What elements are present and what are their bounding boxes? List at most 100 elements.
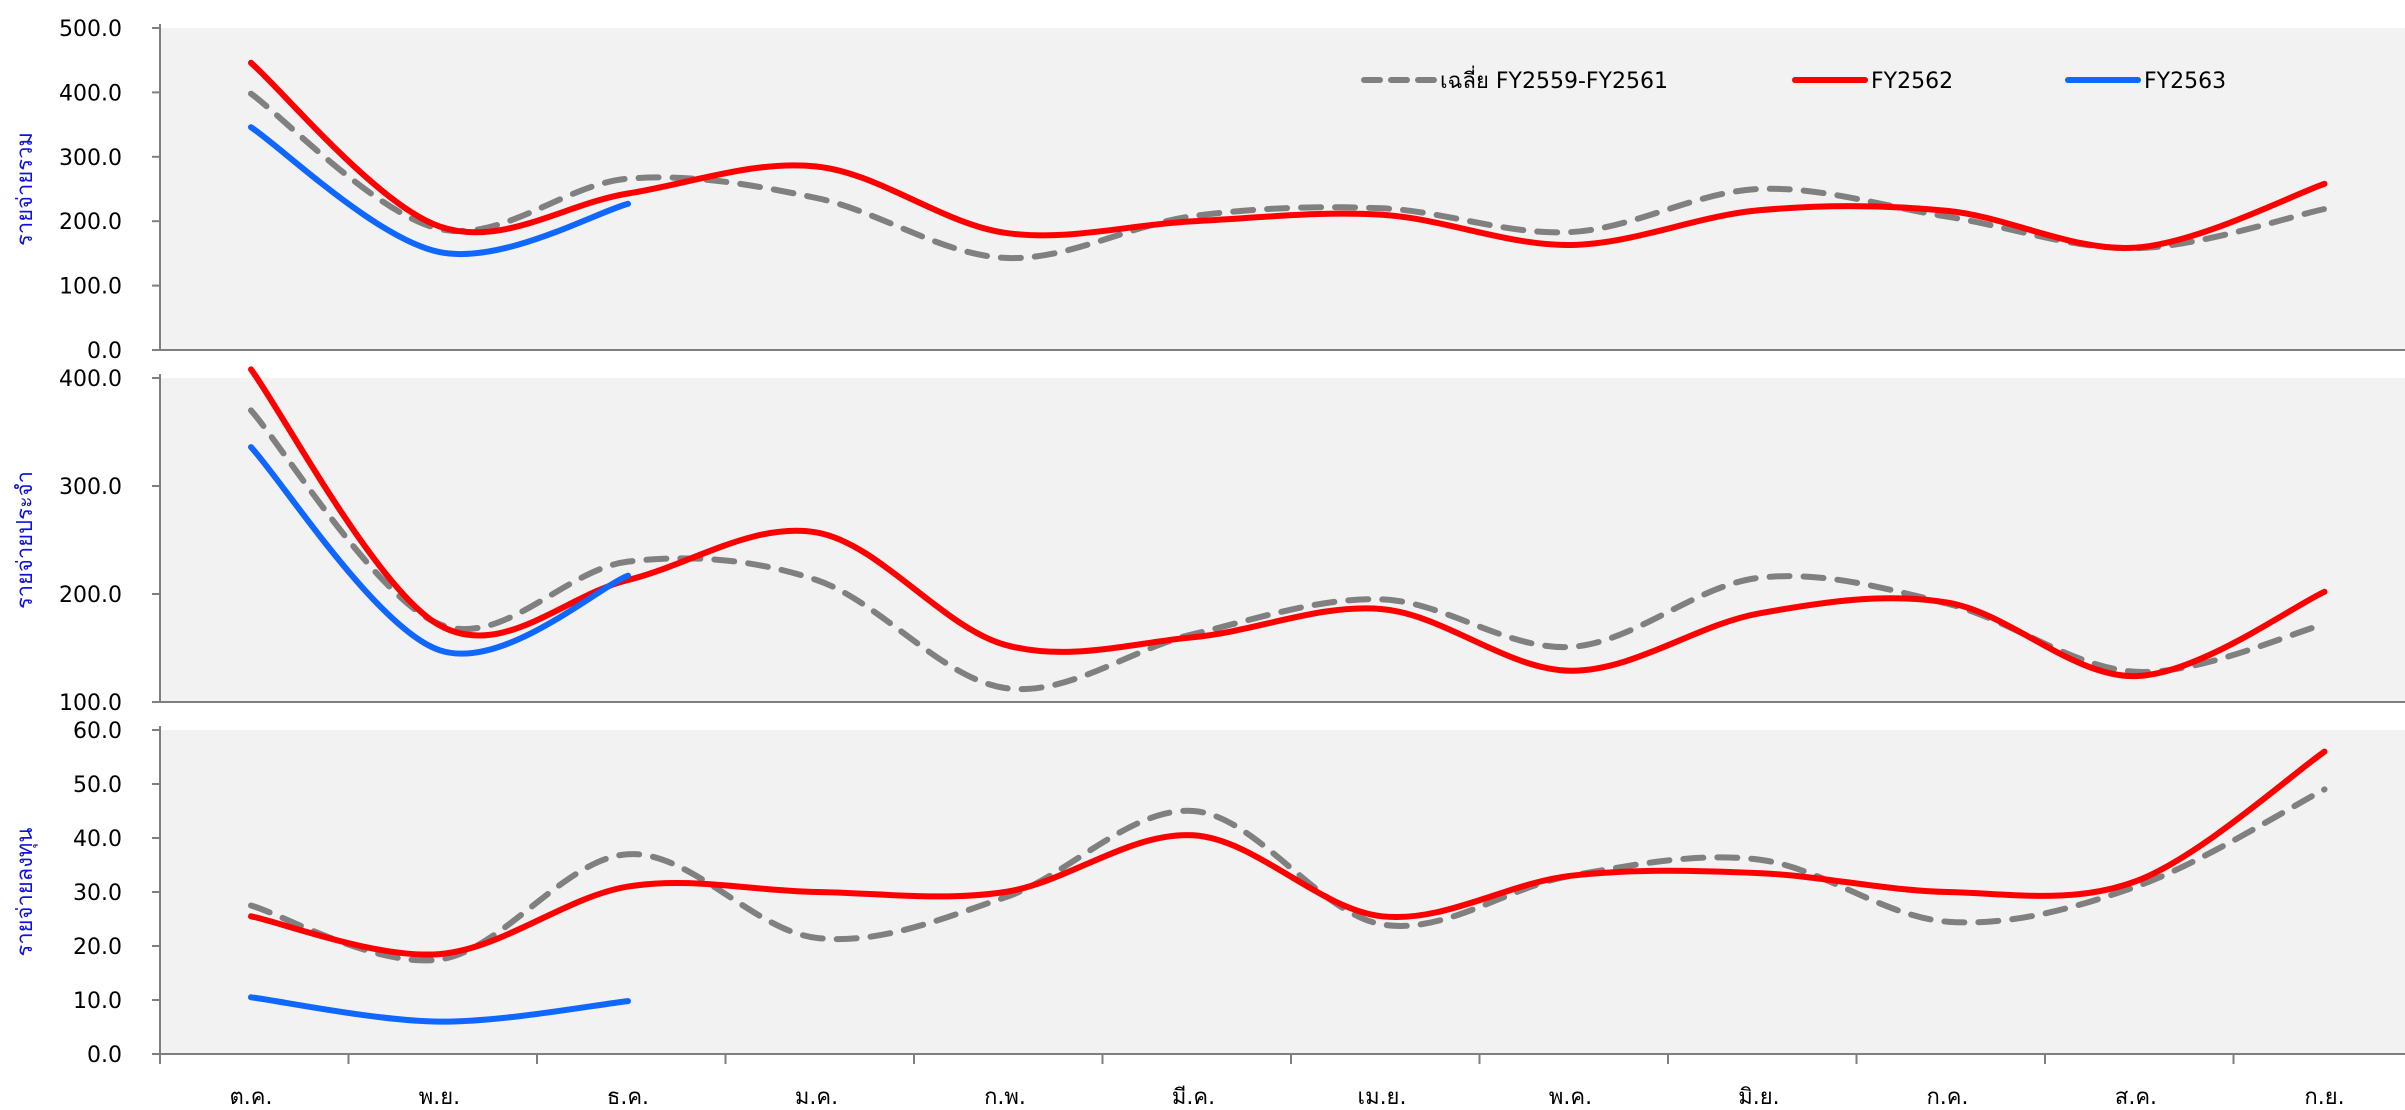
y-tick-label: 10.0: [73, 989, 122, 1014]
legend-entry-3: FY2563: [2144, 69, 2226, 94]
y-tick-label: 50.0: [73, 773, 122, 798]
data-point: [1191, 832, 1197, 838]
y-tick-label: 0.0: [87, 1043, 122, 1068]
panel-2: 100.0 200.0 300.0 400.0 รายจ่ายประจำ: [13, 366, 2405, 716]
data-point: [625, 851, 631, 857]
data-point: [437, 622, 443, 628]
legend-entry-2: FY2562: [1871, 69, 1953, 94]
data-point: [1568, 668, 1574, 674]
panel-3: 0.0 10.0 20.0 30.0 40.0 50.0 60.0 รายจ่ายลงทุน: [13, 719, 2405, 1068]
data-point: [625, 191, 631, 197]
data-point: [248, 60, 254, 66]
data-point: [1945, 889, 1951, 895]
data-point: [1379, 212, 1385, 218]
plot-area: [160, 378, 2405, 702]
data-point: [814, 577, 820, 583]
data-point: [625, 884, 631, 890]
data-point: [2133, 245, 2139, 251]
data-point: [248, 994, 254, 1000]
data-point: [625, 573, 631, 579]
data-point: [1002, 642, 1008, 648]
legend: เฉลี่ย FY2559-FY2561 FY2562 FY2563: [1361, 65, 2226, 94]
data-point: [625, 998, 631, 1004]
data-point: [248, 91, 254, 97]
plot-area: [160, 28, 2405, 350]
data-point: [1379, 205, 1385, 211]
data-point: [1568, 644, 1574, 650]
data-point: [1191, 634, 1197, 640]
data-point: [1002, 230, 1008, 236]
data-point: [2322, 589, 2328, 595]
data-point: [625, 176, 631, 182]
y-axis-title: รายจ่ายลงทุน: [13, 828, 38, 957]
x-tick-label: ส.ค.: [2115, 1085, 2157, 1110]
data-point: [2133, 673, 2139, 679]
series-line-3: [248, 994, 631, 1025]
y-tick-label: 300.0: [59, 475, 122, 500]
series-line-2: [248, 59, 2328, 251]
data-point: [625, 559, 631, 565]
data-point: [2322, 181, 2328, 187]
data-point: [2133, 878, 2139, 884]
data-point: [814, 529, 820, 535]
data-point: [2322, 621, 2328, 627]
data-point: [814, 889, 820, 895]
x-tick-label: ก.พ.: [984, 1085, 1026, 1110]
data-point: [1568, 242, 1574, 248]
x-tick-label: พ.ย.: [419, 1085, 460, 1110]
data-point: [1379, 606, 1385, 612]
data-point: [1945, 214, 1951, 220]
series-line-1: [248, 90, 2328, 261]
data-point: [1379, 921, 1385, 927]
series-line-2: [248, 748, 2328, 958]
panel-1: 0.0 100.0 200.0 300.0 400.0 500.0 รายจ่ายรวม: [13, 17, 2405, 364]
data-point: [248, 124, 254, 130]
y-tick-label: 0.0: [87, 339, 122, 364]
data-point: [248, 366, 254, 372]
y-axis-title: รายจ่ายรวม: [13, 132, 38, 246]
data-point: [2322, 749, 2328, 755]
y-tick-label: 60.0: [73, 719, 122, 744]
data-point: [248, 407, 254, 413]
data-point: [1756, 186, 1762, 192]
data-point: [1002, 889, 1008, 895]
data-point: [1756, 610, 1762, 616]
series-line-3: [248, 124, 631, 257]
data-point: [248, 444, 254, 450]
series-line-3: [248, 444, 631, 657]
data-point: [814, 195, 820, 201]
y-tick-label: 100.0: [59, 691, 122, 716]
y-tick-label: 20.0: [73, 935, 122, 960]
y-tick-label: 30.0: [73, 881, 122, 906]
x-tick-label: มี.ค.: [1172, 1085, 1215, 1110]
x-tick-label: พ.ค.: [1549, 1085, 1592, 1110]
data-point: [2322, 786, 2328, 792]
y-tick-label: 500.0: [59, 17, 122, 42]
data-point: [437, 1019, 443, 1025]
series-line-1: [248, 407, 2328, 693]
x-tick-label: ธ.ค.: [607, 1085, 649, 1110]
y-tick-label: 40.0: [73, 827, 122, 852]
x-tick-label: ม.ค.: [795, 1085, 838, 1110]
data-point: [437, 957, 443, 963]
x-tick-label: ก.ย.: [2304, 1085, 2344, 1110]
series-line-1: [248, 786, 2328, 964]
x-tick-label: ต.ค.: [230, 1085, 273, 1110]
data-point: [1945, 919, 1951, 925]
series-line-2: [248, 366, 2328, 680]
data-point: [1945, 600, 1951, 606]
legend-entry-1: เฉลี่ย FY2559-FY2561: [1440, 65, 1668, 94]
y-tick-label: 100.0: [59, 275, 122, 300]
data-point: [814, 163, 820, 169]
data-point: [2322, 206, 2328, 212]
data-point: [814, 935, 820, 941]
y-tick-label: 400.0: [59, 367, 122, 392]
y-tick-label: 400.0: [59, 81, 122, 106]
x-axis: ต.ค. พ.ย. ธ.ค. ม.ค. ก.พ. มี.ค. เม.ย. พ.ค. มิ.ย. ก…: [159, 1054, 2345, 1110]
data-point: [1002, 255, 1008, 261]
data-point: [1568, 873, 1574, 879]
x-tick-label: เม.ย.: [1358, 1085, 1407, 1110]
data-point: [437, 223, 443, 229]
data-point: [437, 951, 443, 957]
